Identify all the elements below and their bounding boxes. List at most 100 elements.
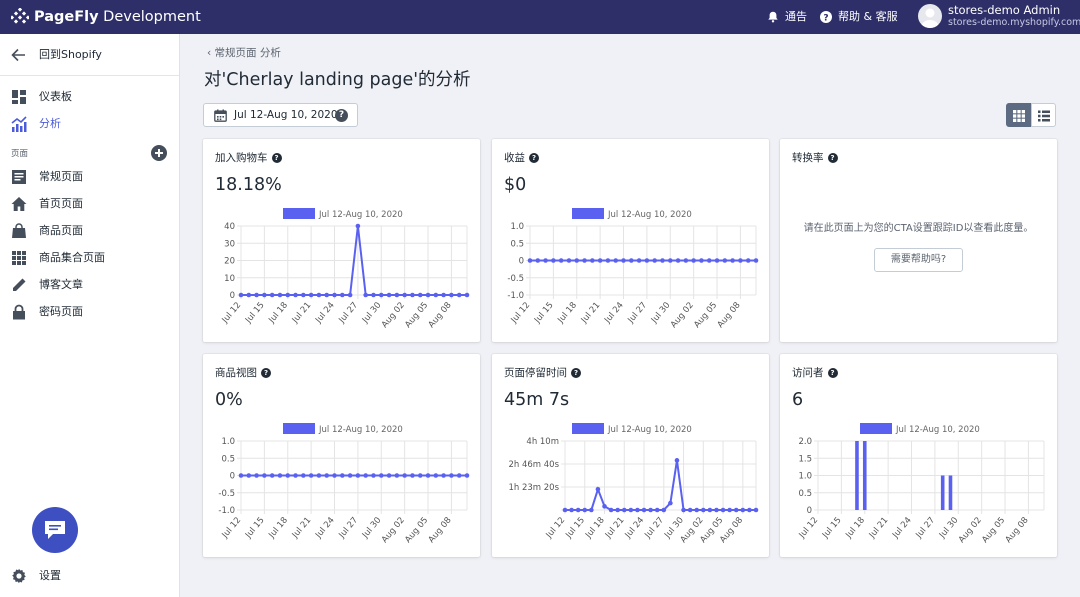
x-tick-label: Jul 12 [544, 516, 568, 541]
data-point [363, 292, 368, 298]
data-point [347, 473, 353, 478]
y-tick-label: -1.0 [507, 291, 524, 301]
question-circle-icon[interactable]: ? [335, 109, 348, 122]
data-point [595, 487, 601, 492]
question-circle-icon[interactable]: ? [571, 368, 581, 378]
breadcrumb[interactable]: ‹ 常规页面 分析 [207, 47, 281, 59]
admin-store: stores-demo.myshopify.com [948, 17, 1080, 28]
y-tick-label: 1.5 [798, 454, 812, 464]
sidebar-item-label: 首页页面 [39, 197, 83, 210]
grid-view-button[interactable] [1006, 103, 1031, 127]
calendar-icon [214, 109, 227, 122]
time-on-page-chart: Jul 12-Aug 10, 2020 1h 23m 20s 2h 46m 40s 4… [508, 423, 759, 545]
sidebar-item-product-page[interactable]: 商品页面 [0, 220, 179, 242]
gear-icon [12, 568, 26, 584]
notice-link[interactable]: 通告 [767, 9, 807, 25]
chat-button[interactable] [32, 507, 78, 553]
list-view-button[interactable] [1031, 103, 1056, 127]
svg-text:?: ? [823, 13, 828, 23]
data-point [449, 292, 454, 298]
back-to-shopify[interactable]: 回到Shopify [0, 34, 179, 76]
data-point [582, 507, 588, 513]
admin-name[interactable]: stores-demo Admin [948, 3, 1061, 17]
regular-page-icon [12, 170, 26, 184]
sidebar-item-analytics[interactable]: 分析 [0, 113, 179, 135]
y-tick-label: 1.0 [510, 222, 524, 232]
x-tick-label: Jul 24 [313, 301, 337, 326]
question-circle-icon[interactable]: ? [261, 368, 271, 378]
page-title: 对'Cherlay landing page'的分析 [204, 70, 471, 90]
chart-legend: Jul 12-Aug 10, 2020 [860, 423, 980, 435]
data-point [597, 258, 603, 263]
data-point [661, 507, 667, 513]
data-point [433, 292, 439, 298]
y-tick-label: 0 [807, 506, 812, 516]
y-tick-label: 0.5 [798, 489, 812, 499]
question-circle-icon[interactable]: ? [271, 153, 282, 163]
y-tick-label: 0.5 [510, 239, 524, 249]
grid-icon [1013, 110, 1025, 122]
data-point [316, 292, 322, 298]
x-tick-label: Jul 21 [290, 516, 314, 541]
data-point [535, 258, 541, 263]
data-point [694, 507, 700, 513]
add-page-button[interactable] [151, 145, 167, 161]
x-tick-label: Aug 02 [669, 301, 696, 331]
date-range-button[interactable]: Jul 12-Aug 10, 2020 ? [203, 103, 358, 127]
y-tick-label: 40 [224, 222, 235, 232]
sidebar-item-password-page[interactable]: 密码页面 [0, 301, 179, 323]
card-product-views: 商品视图? 0% Jul 12-Aug 10, 2020 -1.0 -0.5 0 0.5… [203, 354, 480, 557]
data-point [363, 473, 368, 478]
x-tick-label: Jul 21 [867, 516, 891, 541]
data-point [277, 473, 283, 478]
chart-legend: Jul 12-Aug 10, 2020 [572, 208, 692, 220]
sidebar-item-regular-page[interactable]: 常规页面 [0, 166, 179, 188]
revenue-chart: Jul 12-Aug 10, 2020 -1.0 -0.5 0 0.5 1.0 Jul 12… [507, 208, 759, 331]
sidebar-item-blog-post[interactable]: 博客文章 [0, 274, 179, 296]
pagefly-logo-icon[interactable] [11, 8, 29, 26]
bell-icon [768, 11, 778, 23]
data-point [402, 473, 407, 478]
legend-label: Jul 12-Aug 10, 2020 [895, 425, 980, 435]
help-link[interactable]: ? 帮助 & 客服 [820, 9, 898, 25]
data-point [714, 507, 719, 513]
need-help-button[interactable]: 需要帮助吗? [874, 248, 963, 272]
x-tick-label: Aug 05 [403, 516, 430, 546]
sidebar-item-label: 博客文章 [39, 278, 83, 291]
legend-swatch [283, 423, 315, 434]
product-views-chart: Jul 12-Aug 10, 2020 -1.0 -0.5 0 0.5 1.0 Jul 12… [218, 423, 470, 546]
sidebar-item-collection-page[interactable]: 商品集合页面 [0, 247, 179, 269]
question-circle-icon[interactable]: ? [529, 153, 539, 163]
data-point [425, 292, 431, 298]
data-point [262, 473, 267, 478]
y-tick-label: 0.5 [221, 454, 235, 464]
sidebar-item-dashboard[interactable]: 仪表板 [0, 86, 179, 108]
x-tick-label: Aug 08 [1004, 516, 1031, 546]
help-label: 帮助 & 客服 [838, 10, 898, 23]
y-tick-label: 1h 23m 20s [508, 483, 559, 493]
data-point [464, 292, 470, 298]
sidebar-item-settings[interactable]: 设置 [0, 565, 179, 587]
data-point [621, 507, 627, 513]
data-point [740, 507, 746, 513]
x-tick-label: Aug 08 [427, 301, 454, 331]
legend-label: Jul 12-Aug 10, 2020 [607, 425, 692, 435]
data-point [441, 292, 446, 298]
data-point [355, 473, 361, 478]
avatar[interactable] [918, 4, 942, 28]
data-point [747, 507, 752, 513]
x-tick-label: Jul 18 [555, 301, 579, 326]
data-point [589, 507, 594, 513]
x-tick-label: Jul 18 [266, 516, 290, 541]
data-point [582, 258, 587, 263]
data-point [551, 258, 556, 263]
data-point [558, 258, 564, 263]
question-circle-icon[interactable]: ? [827, 153, 838, 163]
data-point [608, 507, 614, 513]
sidebar-item-home-page[interactable]: 首页页面 [0, 193, 179, 215]
brand-name[interactable]: PageFly Development [34, 9, 201, 25]
data-point [425, 473, 431, 478]
data-point [654, 507, 660, 513]
question-circle-icon[interactable]: ? [827, 368, 838, 378]
chart-grid [814, 440, 1045, 514]
